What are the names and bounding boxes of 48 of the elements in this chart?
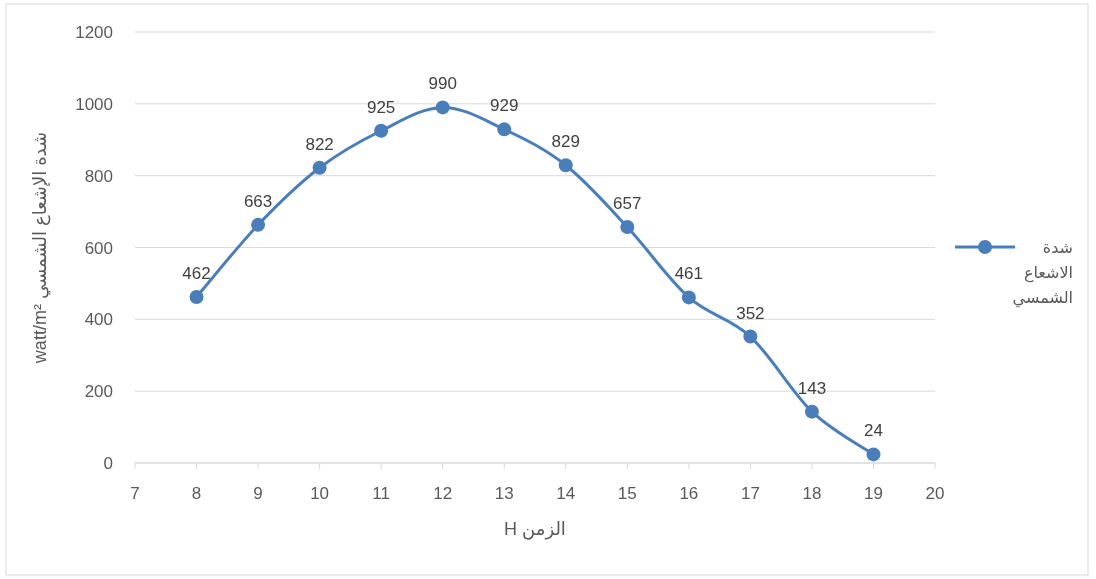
data-label: 352 bbox=[736, 303, 765, 323]
data-label: 462 bbox=[182, 264, 211, 284]
point bbox=[497, 122, 512, 137]
point bbox=[435, 100, 450, 115]
data-label: 925 bbox=[366, 97, 396, 117]
point bbox=[620, 220, 635, 235]
point bbox=[743, 329, 758, 344]
point bbox=[866, 447, 881, 462]
data-label: 929 bbox=[490, 96, 519, 116]
x-axis-title: الزمن H bbox=[504, 519, 566, 540]
x-tick-label: 11 bbox=[372, 484, 390, 503]
data-label: 461 bbox=[674, 264, 704, 284]
x-tick-label: 15 bbox=[617, 484, 637, 503]
x-tick-label: 13 bbox=[494, 484, 514, 503]
x-tick-label: 10 bbox=[310, 484, 330, 503]
y-axis-title: شدة الإشعاع الشمسي watt/m² bbox=[30, 131, 51, 365]
x-tick-label: 19 bbox=[864, 484, 883, 503]
point bbox=[804, 404, 819, 419]
data-label: 990 bbox=[428, 74, 457, 94]
point bbox=[251, 217, 266, 232]
y-tick-label: 800 bbox=[84, 166, 113, 186]
y-tick-label: 600 bbox=[84, 238, 113, 258]
data-label: 822 bbox=[305, 134, 334, 154]
point bbox=[189, 290, 204, 305]
y-tick-label: 1000 bbox=[75, 94, 113, 114]
point bbox=[558, 158, 573, 173]
point bbox=[312, 160, 327, 175]
point bbox=[374, 123, 389, 138]
data-label: 657 bbox=[613, 194, 642, 214]
x-tick-label: 14 bbox=[556, 484, 576, 503]
data-label: 663 bbox=[243, 191, 273, 211]
y-tick-label: 200 bbox=[84, 382, 113, 402]
y-tick-label: 400 bbox=[84, 310, 113, 330]
legend-label: شدة الاشعاع الشمسي bbox=[1012, 239, 1073, 308]
x-tick-label: 8 bbox=[191, 484, 202, 503]
point bbox=[681, 290, 696, 305]
data-label: 143 bbox=[797, 378, 827, 398]
x-tick-label: 20 bbox=[925, 484, 945, 503]
data-label: 829 bbox=[551, 132, 580, 152]
y-tick-label: 0 bbox=[103, 454, 113, 473]
data-label: 24 bbox=[864, 421, 883, 441]
x-tick-label: 9 bbox=[253, 484, 263, 503]
x-tick-label: 12 bbox=[433, 484, 453, 503]
x-tick-label: 17 bbox=[740, 484, 760, 503]
y-tick-label: 1200 bbox=[75, 23, 113, 42]
x-tick-label: 7 bbox=[130, 484, 140, 503]
x-tick-label: 16 bbox=[679, 484, 699, 503]
x-tick-label: 18 bbox=[802, 484, 822, 503]
